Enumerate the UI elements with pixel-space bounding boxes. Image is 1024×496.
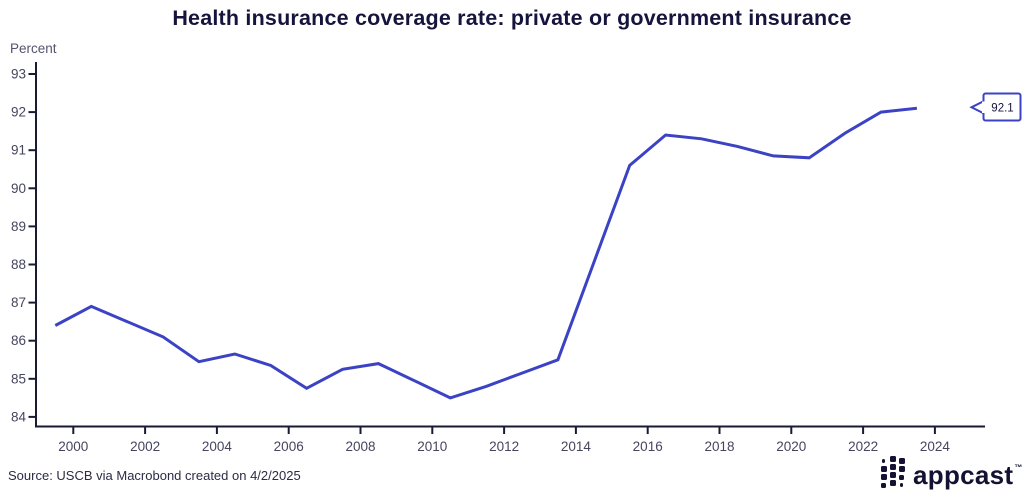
x-tick-label: 2016	[633, 439, 663, 454]
x-tick-label: 2006	[274, 439, 304, 454]
logo-square	[889, 456, 896, 462]
y-tick-label: 84	[11, 409, 27, 424]
x-tick-label: 2002	[130, 439, 160, 454]
x-tick-label: 2000	[58, 439, 88, 454]
x-tick-label: 2024	[920, 439, 951, 454]
chart-title: Health insurance coverage rate: private …	[172, 6, 852, 30]
y-tick-label: 92	[11, 105, 26, 120]
appcast-logo-mark-icon	[880, 456, 906, 488]
x-tick-label: 2022	[848, 439, 878, 454]
logo-square	[889, 464, 896, 470]
logo-square	[899, 474, 904, 480]
y-tick-label: 88	[11, 257, 26, 272]
data-line	[54, 106, 918, 400]
logo-square	[880, 474, 887, 480]
logo-square	[899, 483, 904, 487]
y-tick-label: 93	[11, 67, 26, 82]
y-tick-label: 85	[11, 371, 26, 386]
logo-square	[881, 459, 886, 463]
logo-square	[898, 466, 905, 472]
y-tick-label: 87	[11, 295, 26, 310]
appcast-logo: appcast™	[880, 452, 1023, 491]
x-tick-label: 2020	[776, 439, 806, 454]
y-tick-label: 89	[11, 219, 26, 234]
x-tick-label: 2004	[202, 439, 233, 454]
trademark-symbol: ™	[1014, 463, 1023, 472]
source-note: Source: USCB via Macrobond created on 4/…	[8, 468, 301, 483]
y-tick-label: 91	[11, 143, 26, 158]
x-tick-label: 2008	[345, 439, 375, 454]
end-value-label: 92.1	[991, 103, 1013, 115]
logo-square	[889, 472, 896, 478]
y-axis-unit-label: Percent	[10, 41, 57, 56]
logo-square	[881, 482, 886, 488]
logo-square	[880, 466, 887, 472]
x-tick-label: 2010	[417, 439, 447, 454]
logo-square	[898, 458, 905, 464]
logo-square	[889, 480, 896, 486]
y-tick-label: 90	[11, 181, 26, 196]
x-tick-label: 2014	[561, 439, 592, 454]
x-tick-label: 2018	[704, 439, 734, 454]
callout-notch	[982, 101, 986, 113]
appcast-logo-text: appcast™	[913, 460, 1023, 490]
x-tick-label: 2012	[489, 439, 519, 454]
y-tick-label: 86	[11, 333, 26, 348]
